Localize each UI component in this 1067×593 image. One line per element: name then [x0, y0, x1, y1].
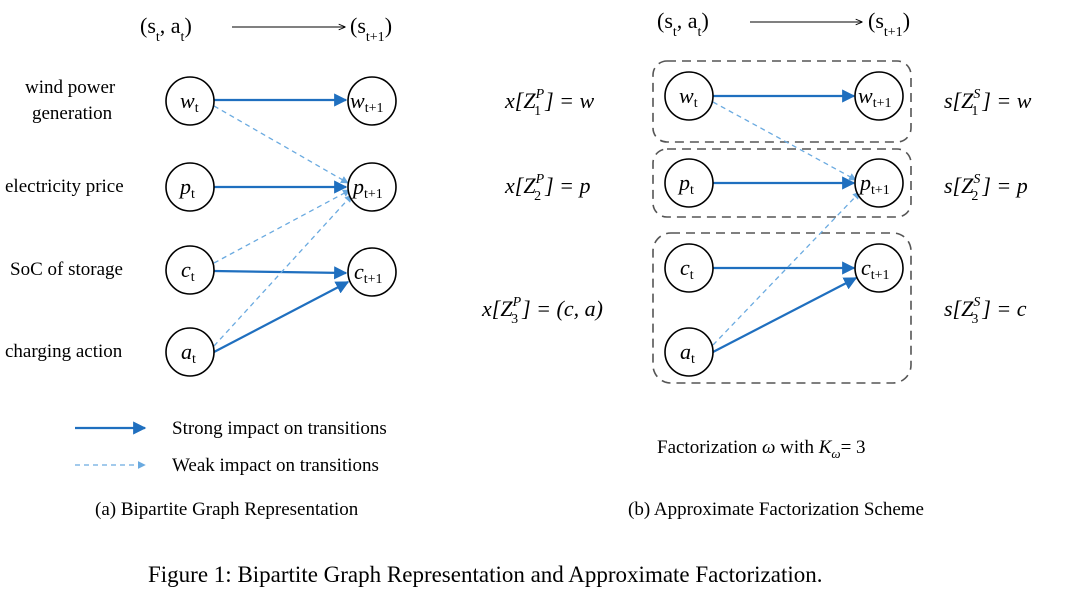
svg-text:pt: pt — [677, 170, 694, 198]
group-box-2 — [652, 148, 912, 218]
header-a-right: (st+1) — [350, 13, 392, 45]
panel-b: (st, at) (st+1) x[ZP 1] = w x[ZP 2] = p x[… — [481, 8, 1032, 520]
node-a-p-t: pt — [165, 162, 215, 212]
label-action: charging action — [5, 341, 123, 362]
edge-a-a-c — [213, 281, 350, 353]
label-soc: SoC of storage — [10, 259, 123, 280]
caption-b: (b) Approximate Factorization Scheme — [628, 499, 924, 520]
edge-b-a-c — [712, 277, 858, 353]
node-b-p-t: pt — [664, 158, 714, 208]
node-b-a-t: at — [664, 327, 714, 377]
node-b-p-t1: pt+1 — [854, 158, 904, 208]
s-label-1: s[ZS 1] = w — [944, 87, 1032, 119]
label-wind-line2: generation — [32, 103, 113, 124]
s-label-3: s[ZS 3] = c — [944, 295, 1027, 327]
node-a-a-t: at — [165, 327, 215, 377]
s-label-2: s[ZS 2] = p — [944, 172, 1028, 204]
edge-a-w-p-weak — [213, 105, 349, 184]
svg-text:ct: ct — [181, 257, 195, 285]
group-box-3 — [652, 232, 912, 384]
edge-b-w-p-weak — [712, 101, 857, 181]
header-b-left: (st, at) — [657, 8, 709, 40]
legend-weak-label: Weak impact on transitions — [172, 455, 379, 476]
svg-text:ct: ct — [680, 255, 694, 283]
header-a-left: (st, at) — [140, 13, 192, 45]
node-b-w-t1: wt+1 — [854, 71, 904, 121]
svg-text:pt+1: pt+1 — [351, 174, 383, 202]
factorization-caption: Factorization ω with Kω= 3 — [657, 437, 866, 461]
node-b-w-t: wt — [664, 71, 714, 121]
svg-text:wt: wt — [180, 88, 199, 116]
svg-text:wt+1: wt+1 — [350, 88, 383, 116]
node-a-p-t1: pt+1 — [347, 162, 397, 212]
edge-a-c-c — [213, 266, 348, 280]
x-label-2: x[ZP 2] = p — [504, 172, 591, 204]
legend-strong-label: Strong impact on transitions — [172, 418, 387, 439]
node-a-w-t: wt — [165, 76, 215, 126]
label-price: electricity price — [5, 176, 124, 197]
svg-text:ct+1: ct+1 — [354, 259, 383, 287]
svg-text:pt+1: pt+1 — [858, 170, 890, 198]
caption-a: (a) Bipartite Graph Representation — [95, 499, 359, 520]
group-box-1 — [652, 60, 912, 143]
header-b: (st, at) (st+1) — [657, 8, 910, 40]
figure-caption: Figure 1: Bipartite Graph Representation… — [148, 562, 823, 587]
node-a-c-t: ct — [165, 245, 215, 295]
edge-a-c-p-weak — [213, 189, 351, 264]
svg-text:wt+1: wt+1 — [858, 83, 891, 111]
x-label-1: x[ZP 1] = w — [504, 87, 595, 119]
node-a-c-t1: ct+1 — [347, 247, 397, 297]
edge-a-a-p-weak — [213, 194, 353, 347]
label-wind-line1: wind power — [25, 77, 116, 98]
svg-text:pt: pt — [178, 174, 195, 202]
panel-a: (st, at) (st+1) wind power generation el… — [5, 13, 397, 520]
node-b-c-t1: ct+1 — [854, 243, 904, 293]
svg-text:wt: wt — [679, 83, 698, 111]
svg-text:at: at — [181, 339, 196, 367]
node-a-w-t1: wt+1 — [347, 76, 397, 126]
header-b-right: (st+1) — [868, 8, 910, 40]
svg-text:ct+1: ct+1 — [861, 255, 890, 283]
svg-text:at: at — [680, 339, 695, 367]
legend: Strong impact on transitions Weak impact… — [75, 418, 387, 476]
node-b-c-t: ct — [664, 243, 714, 293]
x-label-3: x[ZP 3] = (c, a) — [481, 295, 603, 327]
header-a: (st, at) (st+1) — [140, 13, 392, 45]
